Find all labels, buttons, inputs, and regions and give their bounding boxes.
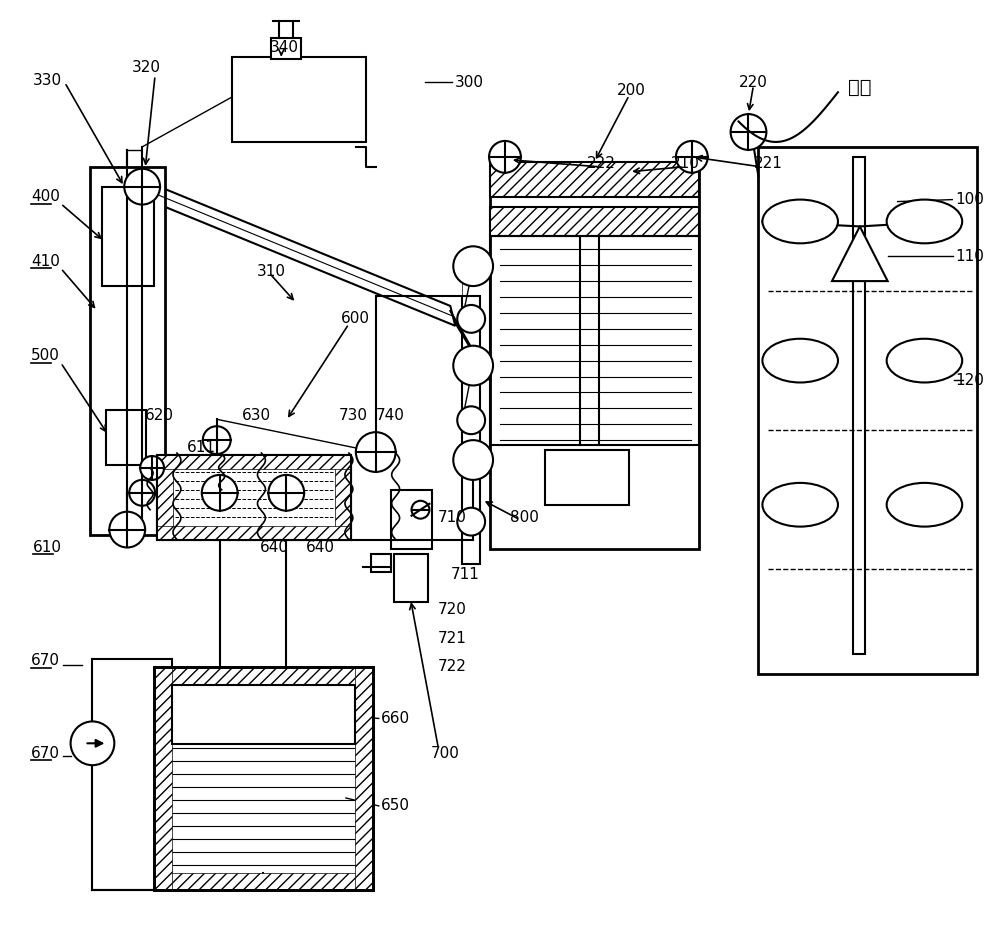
Text: 650: 650	[381, 798, 410, 813]
Bar	[154, 667, 373, 891]
Text: 120: 120	[955, 373, 984, 388]
Text: 340: 340	[269, 40, 298, 55]
Ellipse shape	[762, 200, 838, 243]
Text: 320: 320	[132, 60, 161, 75]
Ellipse shape	[762, 483, 838, 526]
Text: 200: 200	[617, 82, 646, 98]
Bar	[335, 455, 351, 539]
Text: 330: 330	[33, 73, 62, 88]
Text: 660: 660	[381, 711, 410, 726]
Text: 711: 711	[450, 567, 479, 582]
Bar	[157, 525, 351, 539]
Bar	[172, 684, 355, 745]
Text: 700: 700	[430, 746, 459, 760]
Bar	[462, 296, 480, 564]
Text: 410: 410	[31, 253, 60, 269]
Bar	[391, 490, 432, 549]
Bar	[490, 162, 699, 197]
Circle shape	[129, 480, 155, 506]
Circle shape	[268, 475, 304, 511]
Text: 640: 640	[306, 540, 335, 555]
Bar	[90, 166, 165, 535]
Bar	[490, 206, 699, 237]
Text: 670: 670	[31, 746, 60, 760]
Polygon shape	[147, 181, 455, 326]
Circle shape	[676, 141, 708, 173]
Text: 600: 600	[341, 312, 370, 327]
Text: 730: 730	[339, 408, 368, 423]
Text: 640: 640	[259, 540, 288, 555]
Text: 620: 620	[145, 408, 174, 423]
Circle shape	[71, 722, 114, 765]
Bar	[490, 237, 699, 445]
Circle shape	[124, 168, 160, 204]
Bar	[157, 455, 351, 539]
Bar	[394, 554, 428, 602]
Bar	[545, 450, 629, 505]
Circle shape	[457, 508, 485, 536]
Text: 670: 670	[31, 653, 60, 668]
Bar	[154, 667, 373, 891]
Text: 721: 721	[437, 632, 466, 647]
Ellipse shape	[762, 339, 838, 382]
Text: 611: 611	[187, 439, 216, 454]
Ellipse shape	[887, 200, 962, 243]
Text: 210: 210	[671, 156, 700, 171]
Text: 720: 720	[437, 601, 466, 617]
Circle shape	[457, 305, 485, 333]
Bar	[154, 667, 172, 891]
Text: 110: 110	[955, 249, 984, 264]
Bar	[271, 38, 301, 59]
Text: 222: 222	[586, 156, 615, 171]
Bar	[371, 554, 391, 573]
Bar	[154, 667, 373, 891]
Text: 220: 220	[739, 75, 767, 90]
Text: 300: 300	[455, 75, 484, 90]
Bar	[154, 667, 373, 684]
Ellipse shape	[887, 483, 962, 526]
Bar	[106, 411, 146, 465]
Bar	[758, 147, 977, 673]
Text: 221: 221	[753, 156, 782, 171]
Text: 丝线: 丝线	[848, 78, 871, 97]
Circle shape	[453, 246, 493, 286]
Bar	[157, 455, 351, 469]
Bar	[172, 684, 355, 745]
Circle shape	[457, 406, 485, 434]
Circle shape	[203, 426, 231, 454]
Bar	[232, 57, 366, 142]
Bar	[355, 667, 373, 891]
Bar	[154, 872, 373, 891]
Text: 630: 630	[242, 408, 271, 423]
Polygon shape	[832, 227, 888, 281]
Bar	[853, 157, 865, 654]
Text: 100: 100	[955, 192, 984, 207]
Circle shape	[109, 512, 145, 548]
Text: 722: 722	[437, 660, 466, 674]
Bar	[490, 162, 699, 549]
Bar	[102, 187, 154, 286]
Text: 310: 310	[256, 264, 285, 278]
Circle shape	[412, 500, 429, 519]
Text: 710: 710	[437, 511, 466, 525]
Circle shape	[356, 432, 396, 472]
Bar	[157, 455, 351, 539]
Circle shape	[453, 346, 493, 386]
Text: 610: 610	[33, 540, 62, 555]
Bar	[157, 455, 173, 539]
Text: 800: 800	[510, 511, 539, 525]
Circle shape	[731, 114, 766, 150]
Circle shape	[202, 475, 238, 511]
Text: 740: 740	[376, 408, 405, 423]
Circle shape	[140, 456, 164, 480]
Text: 500: 500	[31, 348, 60, 364]
Text: 400: 400	[31, 189, 60, 204]
Ellipse shape	[887, 339, 962, 382]
Circle shape	[489, 141, 521, 173]
Circle shape	[453, 440, 493, 480]
